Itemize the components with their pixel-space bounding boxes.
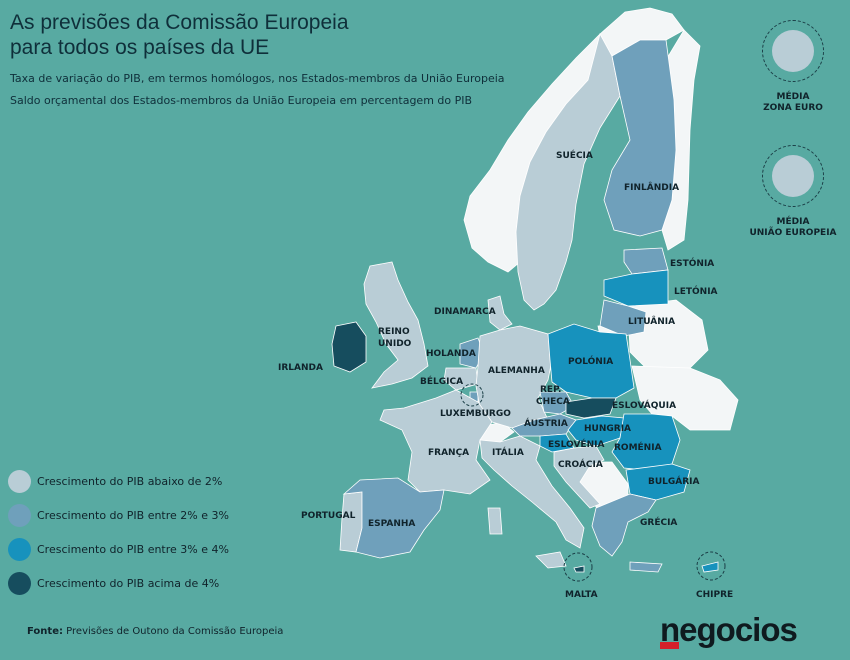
country-cyprus — [701, 561, 719, 573]
legend-item: Crescimento do PIB entre 2% e 3% — [8, 504, 308, 527]
label-hungary: HUNGRIA — [584, 424, 631, 434]
label-luxembourg: LUXEMBURGO — [440, 409, 511, 419]
legend-item: Crescimento do PIB abaixo de 2% — [8, 470, 308, 493]
label-france: FRANÇA — [428, 448, 469, 458]
euro-zone-average-label: MÉDIA ZONA EURO — [748, 92, 838, 114]
subtitle-budget: Saldo orçamental dos Estados-membros da … — [10, 94, 473, 107]
legend-swatch-above-4 — [8, 572, 31, 595]
country-spain — [342, 477, 445, 559]
title-line-2: para todos os países da UE — [10, 36, 270, 59]
label-netherlands: HOLANDA — [426, 349, 476, 359]
label-uk-line1: REINO — [378, 327, 410, 337]
country-italy — [479, 435, 585, 569]
label-lithuania: LITUÂNIA — [628, 315, 675, 327]
label-cyprus: CHIPRE — [696, 590, 733, 600]
country-malta — [573, 565, 585, 573]
label-bulgaria: BULGÁRIA — [648, 475, 700, 487]
label-greece: GRÉCIA — [640, 516, 677, 528]
label-croatia: CROÁCIA — [558, 458, 603, 470]
label-poland: POLÓNIA — [568, 355, 613, 367]
legend-item: Crescimento do PIB acima de 4% — [8, 572, 308, 595]
legend-item: Crescimento do PIB entre 3% e 4% — [8, 538, 308, 561]
country-belgium — [443, 367, 479, 391]
eu-average-label: MÉDIA UNIÃO EUROPEIA — [748, 217, 838, 239]
label-finland: FINLÂNDIA — [624, 181, 679, 193]
country-latvia — [603, 269, 669, 307]
label-denmark: DINAMARCA — [434, 307, 496, 317]
label-germany: ALEMANHA — [488, 366, 545, 376]
country-france — [379, 389, 493, 495]
label-spain: ESPANHA — [368, 519, 415, 529]
legend-swatch-below-2 — [8, 470, 31, 493]
country-hungary — [567, 415, 625, 447]
label-czechia: REP. CHECA — [536, 385, 570, 407]
label-latvia: LETÓNIA — [674, 285, 718, 297]
legend-swatch-3-4 — [8, 538, 31, 561]
country-poland — [547, 323, 635, 399]
label-uk: REINO UNIDO — [378, 327, 412, 349]
page-title: As previsões da Comissão Europeia para t… — [10, 10, 349, 60]
label-estonia: ESTÓNIA — [670, 257, 714, 269]
subtitle-gdp: Taxa de variação do PIB, em termos homól… — [10, 72, 505, 85]
country-uk — [363, 261, 429, 389]
country-romania — [611, 413, 681, 471]
source-text: Previsões de Outono da Comissão Europeia — [66, 626, 284, 637]
eu-label-line2: UNIÃO EUROPEIA — [749, 228, 837, 238]
negocios-logo-mark — [660, 642, 679, 649]
country-greece — [591, 493, 663, 573]
ukraine-land — [631, 365, 739, 431]
source-note: Fonte: Previsões de Outono da Comissão E… — [27, 626, 283, 637]
country-lithuania — [599, 299, 647, 337]
euro-zone-average-dot — [772, 30, 814, 72]
label-uk-line2: UNIDO — [378, 339, 412, 349]
country-estonia — [623, 247, 669, 275]
countries — [331, 32, 719, 573]
locator-circles — [460, 383, 726, 582]
country-sweden — [515, 32, 621, 311]
label-romania: ROMÉNIA — [614, 441, 662, 453]
label-czechia-line2: CHECA — [536, 397, 570, 407]
legend: Crescimento do PIB abaixo de 2% Crescime… — [8, 470, 308, 606]
label-austria: ÁUSTRIA — [524, 417, 568, 429]
legend-label: Crescimento do PIB abaixo de 2% — [37, 475, 223, 488]
country-denmark — [487, 295, 513, 331]
eu-average-dot — [772, 155, 814, 197]
eu-label-line1: MÉDIA — [776, 217, 810, 227]
label-czechia-line1: REP. — [540, 385, 561, 395]
legend-label: Crescimento do PIB entre 3% e 4% — [37, 543, 229, 556]
title-line-1: As previsões da Comissão Europeia — [10, 11, 349, 34]
euro-zone-average-badge: MÉDIA ZONA EURO — [748, 20, 838, 114]
malta-locator — [563, 552, 593, 582]
eu-average-ring — [762, 145, 824, 207]
legend-swatch-2-3 — [8, 504, 31, 527]
label-portugal: PORTUGAL — [301, 511, 356, 521]
cyprus-locator — [696, 551, 726, 581]
country-labels: SUÉCIA FINLÂNDIA ESTÓNIA LETÓNIA LITUÂNI… — [278, 149, 733, 600]
euro-zone-label-line2: ZONA EURO — [763, 103, 823, 113]
belarus-land — [627, 299, 709, 371]
euro-zone-label-line1: MÉDIA — [776, 92, 810, 102]
country-ireland — [331, 321, 367, 373]
label-malta: MALTA — [565, 590, 598, 600]
source-prefix: Fonte: — [27, 626, 63, 637]
legend-label: Crescimento do PIB acima de 4% — [37, 577, 220, 590]
eu-average-badge: MÉDIA UNIÃO EUROPEIA — [748, 145, 838, 239]
euro-zone-average-ring — [762, 20, 824, 82]
label-belgium: BÉLGICA — [420, 375, 463, 387]
legend-label: Crescimento do PIB entre 2% e 3% — [37, 509, 229, 522]
country-finland — [603, 39, 677, 237]
negocios-logo: negocios — [660, 611, 798, 648]
label-ireland: IRLANDA — [278, 363, 323, 373]
label-slovenia: ESLOVÉNIA — [548, 438, 604, 450]
country-slovakia — [565, 397, 617, 419]
label-slovakia: ESLOVÁQUIA — [612, 399, 676, 411]
country-croatia — [553, 445, 605, 509]
luxembourg-locator — [460, 383, 484, 407]
label-sweden: SUÉCIA — [556, 149, 593, 161]
label-italy: ITÁLIA — [492, 446, 524, 458]
